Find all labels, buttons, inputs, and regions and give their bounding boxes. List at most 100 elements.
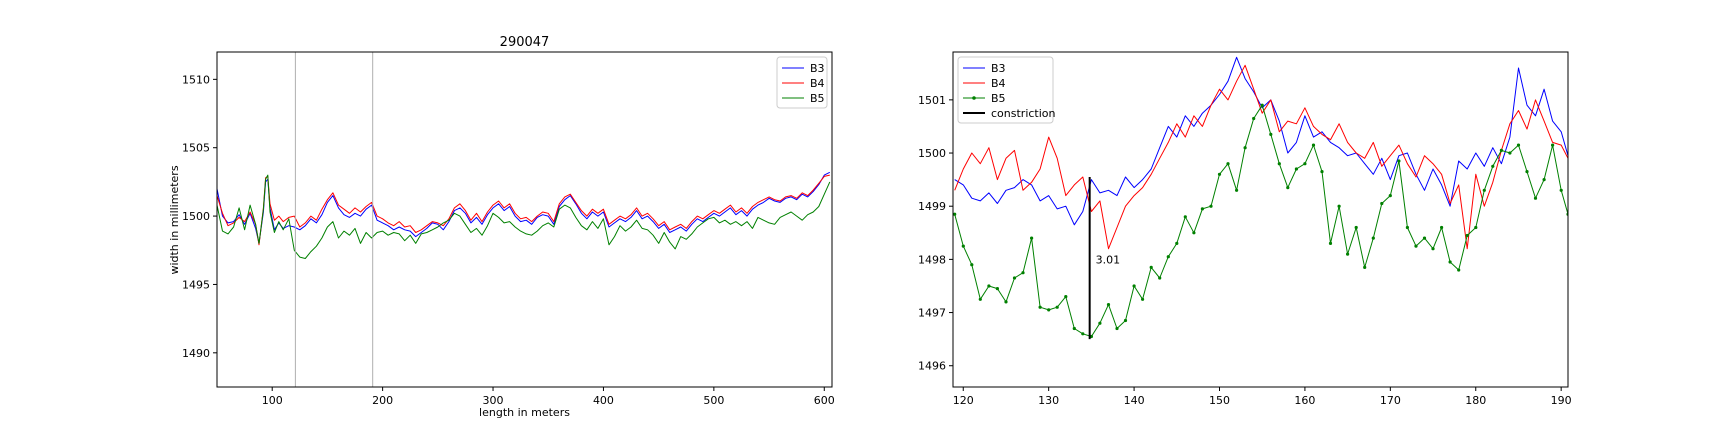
chart-left-y-tick-label: 1490 bbox=[182, 347, 210, 360]
chart-right-series-layer bbox=[953, 56, 1568, 339]
chart-right-b5-marker bbox=[1542, 178, 1546, 182]
chart-left-x-tick-label: 500 bbox=[703, 394, 724, 407]
chart-right-b5-marker bbox=[1491, 164, 1495, 168]
chart-right-b5-marker bbox=[1098, 321, 1102, 325]
chart-right-x-tick-label: 180 bbox=[1465, 394, 1486, 407]
chart-right-b5-marker bbox=[1388, 194, 1392, 198]
chart-right-b5-marker bbox=[1004, 300, 1008, 304]
chart-right-b5-marker bbox=[1525, 170, 1529, 174]
chart-right-b5-marker bbox=[953, 212, 957, 216]
chart-right-b5-marker bbox=[1508, 151, 1512, 155]
chart-left-legend-label: B4 bbox=[810, 77, 825, 90]
chart-left-x-tick-label: 300 bbox=[483, 394, 504, 407]
chart-right-b5-marker bbox=[1380, 201, 1384, 206]
chart-left-y-tick-label: 1510 bbox=[182, 73, 210, 86]
chart-right-legend-box bbox=[957, 56, 1054, 124]
chart-right-b5-marker bbox=[1294, 167, 1298, 171]
chart-right-b5-marker bbox=[1551, 143, 1555, 147]
chart-left-vertical-lines bbox=[294, 52, 374, 387]
chart-right-b5-marker bbox=[1226, 162, 1230, 166]
chart-right-b5-marker bbox=[1175, 241, 1179, 245]
chart-left: 290047 100 200 300 400 500 600 1490 1495 1500 15… bbox=[168, 35, 835, 419]
chart-right-x-tick-label: 170 bbox=[1380, 394, 1401, 407]
chart-right-b5-marker bbox=[1269, 132, 1273, 136]
chart-right-b5-marker bbox=[1141, 297, 1145, 301]
chart-right-b5-marker bbox=[1320, 170, 1324, 174]
chart-right-y-tick-label: 1500 bbox=[918, 147, 946, 160]
chart-right-b5-marker bbox=[1132, 284, 1136, 288]
chart-right-b5-marker bbox=[1243, 146, 1247, 150]
chart-left-x-axis-label: length in meters bbox=[479, 406, 570, 419]
chart-right-b5-marker bbox=[1457, 268, 1461, 272]
chart-right-b5-marker bbox=[1337, 204, 1341, 208]
chart-right-plot-frame bbox=[952, 51, 1569, 388]
chart-right-constriction: 3.01 bbox=[1088, 176, 1121, 340]
chart-right-b5-marker bbox=[1328, 241, 1333, 245]
chart-right-b5-marker bbox=[1405, 225, 1409, 230]
chart-right-b5-marker bbox=[1422, 236, 1427, 240]
chart-left-x-tick-label: 400 bbox=[593, 394, 614, 407]
chart-right-b5-marker bbox=[1235, 188, 1239, 192]
chart-left-legend-label: B5 bbox=[810, 92, 825, 105]
chart-right-b5-marker bbox=[1303, 162, 1307, 166]
chart-right-b5-marker bbox=[1038, 305, 1042, 309]
chart-left-series-b4 bbox=[217, 174, 830, 246]
chart-right-b5-marker bbox=[1286, 186, 1290, 190]
chart-left-y-tick-label: 1500 bbox=[182, 210, 210, 223]
chart-left-y-tick-label: 1505 bbox=[182, 142, 210, 155]
chart-right-series-b4 bbox=[954, 64, 1568, 250]
chart-right-b5-marker bbox=[970, 263, 974, 267]
chart-left-x-tick-label: 200 bbox=[372, 394, 393, 407]
chart-left-plot-frame bbox=[216, 51, 833, 388]
chart-right-legend-label: constriction bbox=[991, 107, 1056, 120]
chart-left-series-b3 bbox=[217, 171, 831, 244]
chart-right-series-b3 bbox=[954, 56, 1568, 226]
chart-right-y-ticks: 1496 1497 1498 1499 1500 1501 bbox=[918, 94, 953, 373]
chart-right-x-tick-label: 160 bbox=[1294, 394, 1315, 407]
chart-right-b5-marker bbox=[1448, 260, 1452, 264]
chart-left-legend-label: B3 bbox=[810, 62, 825, 75]
chart-left-x-tick-label: 600 bbox=[814, 394, 835, 407]
chart-right-b5-marker bbox=[1354, 225, 1358, 230]
chart-right-b5-marker bbox=[1533, 196, 1538, 200]
chart-left-y-axis-label: width in millimeters bbox=[168, 165, 181, 274]
chart-right: 3.01 120 130 140 150 160 170 180 190 1496149714… bbox=[918, 51, 1572, 407]
chart-right-b5-marker bbox=[1123, 318, 1128, 323]
chart-right-x-tick-label: 190 bbox=[1551, 394, 1572, 407]
chart-left-y-ticks: 1490 1495 1500 1505 1510 bbox=[182, 73, 217, 360]
chart-left-x-tick-label: 100 bbox=[262, 394, 283, 407]
chart-right-x-tick-label: 150 bbox=[1209, 394, 1230, 407]
chart-right-b5-marker bbox=[1482, 188, 1486, 192]
chart-right-b5-marker bbox=[978, 297, 982, 301]
chart-right-b5-marker bbox=[1055, 305, 1059, 309]
chart-right-b5-marker bbox=[1030, 236, 1034, 240]
chart-right-series-b5 bbox=[954, 104, 1568, 337]
chart-right-b5-marker bbox=[1260, 103, 1264, 107]
chart-right-y-tick-label: 1496 bbox=[918, 360, 946, 373]
chart-right-b5-marker bbox=[1474, 225, 1478, 230]
chart-right-b5-marker bbox=[1311, 143, 1316, 147]
chart-right-constriction-label: 3.01 bbox=[1096, 253, 1121, 266]
chart-right-x-tick-label: 120 bbox=[953, 394, 974, 407]
chart-right-y-tick-label: 1501 bbox=[918, 94, 946, 107]
chart-right-b5-marker bbox=[1371, 236, 1375, 240]
chart-right-b5-marker bbox=[1277, 162, 1281, 166]
chart-right-y-tick-label: 1498 bbox=[918, 253, 946, 266]
chart-right-b5-marker bbox=[1081, 332, 1085, 336]
chart-right-x-tick-label: 140 bbox=[1124, 394, 1145, 407]
chart-right-b5-marker bbox=[1192, 231, 1196, 235]
chart-right-b5-marker bbox=[1166, 255, 1170, 259]
chart-right-b5-marker bbox=[1106, 303, 1111, 307]
chart-right-b5-marker bbox=[1115, 326, 1119, 331]
chart-right-b5-marker bbox=[1363, 265, 1367, 269]
chart-right-b5-marker bbox=[1414, 244, 1418, 248]
chart-right-b5-marker bbox=[1021, 271, 1025, 275]
chart-left-title: 290047 bbox=[500, 35, 550, 50]
chart-right-legend-label: B3 bbox=[991, 62, 1006, 75]
chart-right-b5-marker bbox=[1217, 172, 1222, 176]
chart-right-b5-marker bbox=[1183, 215, 1187, 219]
chart-right-b5-marker bbox=[1559, 188, 1563, 192]
chart-right-b5-marker bbox=[987, 284, 991, 288]
chart-right-b5-marker bbox=[1200, 207, 1204, 211]
